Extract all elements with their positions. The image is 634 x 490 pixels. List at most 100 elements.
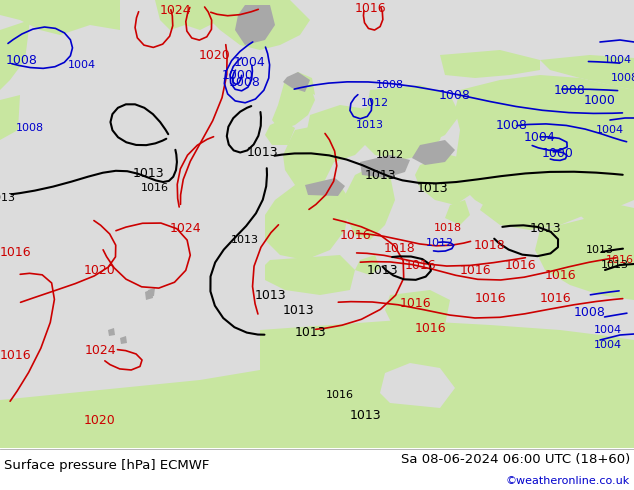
Text: 1016: 1016 [606,255,634,265]
Text: 1016: 1016 [339,228,371,242]
Text: 1000: 1000 [584,94,616,106]
Polygon shape [0,320,634,448]
Text: 1004: 1004 [596,125,624,135]
Polygon shape [272,75,315,130]
Text: 1004: 1004 [594,325,622,335]
Text: 1000: 1000 [222,69,254,81]
Polygon shape [360,155,410,178]
Text: 1024: 1024 [84,343,116,357]
Polygon shape [265,120,295,145]
Polygon shape [385,290,450,335]
Text: 1008: 1008 [376,80,404,90]
Text: Sa 08-06-2024 06:00 UTC (18+60): Sa 08-06-2024 06:00 UTC (18+60) [401,453,630,466]
Text: 1016: 1016 [0,348,31,362]
Polygon shape [415,155,480,205]
Polygon shape [480,175,590,230]
Polygon shape [380,363,455,408]
Polygon shape [0,0,120,35]
Text: 1012: 1012 [361,98,389,108]
Polygon shape [283,72,310,92]
Polygon shape [120,336,127,344]
Polygon shape [235,5,275,45]
Text: 1004: 1004 [594,340,622,350]
Text: 1008: 1008 [229,75,261,89]
Polygon shape [0,95,20,140]
Polygon shape [265,255,355,295]
Polygon shape [145,289,153,300]
Text: 1004: 1004 [68,60,96,70]
Text: ©weatheronline.co.uk: ©weatheronline.co.uk [506,476,630,486]
Text: 1013: 1013 [0,193,16,203]
Text: 1004: 1004 [234,55,266,69]
Polygon shape [305,105,375,165]
Polygon shape [455,75,634,220]
Text: 1013: 1013 [601,260,629,270]
Polygon shape [355,100,445,160]
Text: 1016: 1016 [504,259,536,271]
Text: 1013: 1013 [364,169,396,181]
Text: 1016: 1016 [399,296,431,310]
Text: 1013: 1013 [529,221,561,235]
Text: 1016: 1016 [459,264,491,276]
Text: 1008: 1008 [574,305,606,318]
Text: 1004: 1004 [604,55,632,65]
Text: 1012: 1012 [376,150,404,160]
Text: 1013: 1013 [366,264,398,276]
Text: 1013: 1013 [586,245,614,255]
Polygon shape [283,125,335,190]
Text: 1008: 1008 [6,53,38,67]
Polygon shape [108,328,115,336]
Text: 1016: 1016 [414,321,446,335]
Polygon shape [345,165,395,240]
Text: 1013: 1013 [416,181,448,195]
Text: 1024: 1024 [169,221,201,235]
Polygon shape [0,20,30,90]
Text: 1000: 1000 [542,147,574,160]
Text: 1024: 1024 [159,3,191,17]
Text: 1012: 1012 [426,238,454,248]
Polygon shape [305,178,345,196]
Polygon shape [445,200,470,225]
Polygon shape [412,140,455,165]
Text: 1008: 1008 [554,83,586,97]
Polygon shape [285,72,315,95]
Polygon shape [580,205,634,220]
Text: 1016: 1016 [474,292,506,304]
Text: 1008: 1008 [439,89,471,101]
Text: 1016: 1016 [539,292,571,304]
Text: 1016: 1016 [404,259,436,271]
Polygon shape [200,0,310,50]
Polygon shape [540,55,634,90]
Text: 1018: 1018 [474,239,506,251]
Polygon shape [147,288,155,297]
Text: 1013: 1013 [132,167,164,179]
Text: 1013: 1013 [231,235,259,245]
Text: 1013: 1013 [246,146,278,158]
Polygon shape [440,50,540,78]
Polygon shape [535,210,634,300]
Text: 1020: 1020 [84,264,116,276]
Text: 1016: 1016 [354,1,386,15]
Text: 1008: 1008 [16,123,44,133]
Text: 1004: 1004 [524,130,556,144]
Polygon shape [355,255,380,275]
Text: 1016: 1016 [0,245,31,259]
Text: 1013: 1013 [294,325,326,339]
Text: 1018: 1018 [434,223,462,233]
Text: 1020: 1020 [199,49,231,62]
Text: 1018: 1018 [384,242,416,254]
Text: 1013: 1013 [282,303,314,317]
Polygon shape [365,85,460,145]
Polygon shape [265,180,350,260]
Text: 1020: 1020 [84,414,116,426]
Text: 1013: 1013 [356,120,384,130]
Text: 1013: 1013 [349,409,381,421]
Text: 1016: 1016 [544,269,576,281]
Text: 1016: 1016 [141,183,169,193]
Text: 1013: 1013 [254,289,286,301]
Text: Surface pressure [hPa] ECMWF: Surface pressure [hPa] ECMWF [4,459,209,472]
Polygon shape [325,215,342,238]
Polygon shape [155,0,250,30]
Text: 1008: 1008 [611,73,634,83]
Text: 1016: 1016 [326,390,354,400]
